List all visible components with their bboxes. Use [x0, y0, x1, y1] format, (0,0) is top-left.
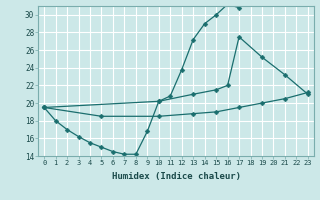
X-axis label: Humidex (Indice chaleur): Humidex (Indice chaleur): [111, 172, 241, 181]
